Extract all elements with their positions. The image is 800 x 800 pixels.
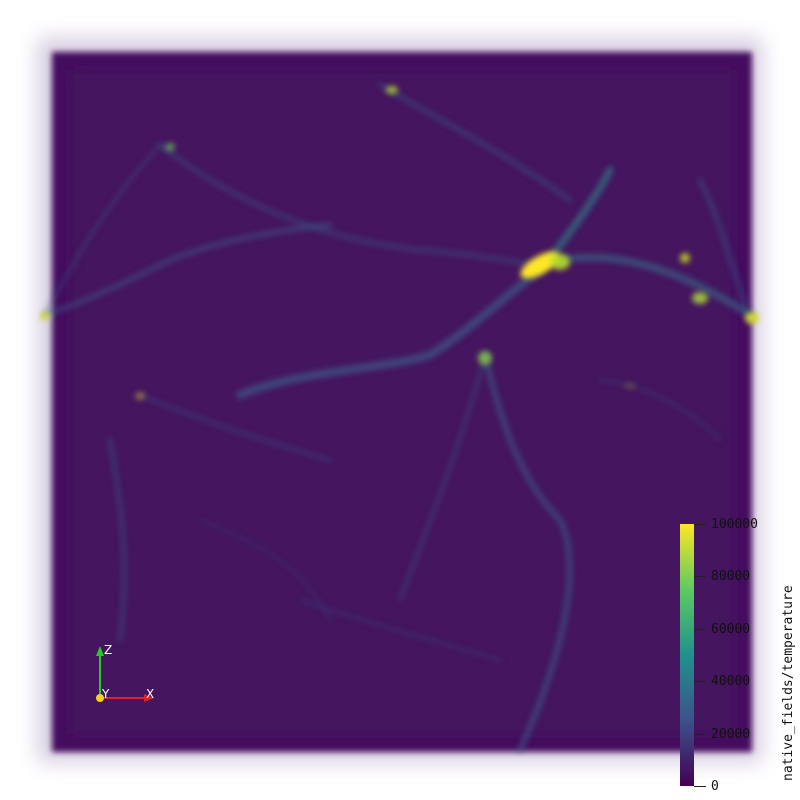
colorbar-tick-mark xyxy=(694,681,706,683)
volume-inner xyxy=(70,70,734,734)
colorbar-tick-label: 80000 xyxy=(711,569,751,585)
colorbar-tick-label: 100000 xyxy=(711,517,758,532)
colorbar-tick-label: 20000 xyxy=(711,726,751,742)
x-axis-label: X xyxy=(146,687,154,701)
hot-spots xyxy=(40,86,759,400)
filaments xyxy=(42,82,754,753)
x-axis-arrow xyxy=(144,694,154,702)
colorbar-tick-label: 0 xyxy=(711,779,719,794)
colorbar-tick-mark xyxy=(694,576,706,578)
colorbar-tick-label: 40000 xyxy=(711,674,751,690)
colorbar-tick-label: 60000 xyxy=(711,621,751,637)
z-axis-label: Z xyxy=(104,643,112,657)
orientation-axes[interactable]: Z Y X xyxy=(90,640,170,710)
colorbar-gradient xyxy=(680,524,694,786)
y-axis-label: Y xyxy=(101,687,110,701)
z-axis-arrow xyxy=(96,646,104,656)
colorbar-tick-mark xyxy=(694,786,706,787)
colorbar-tick-mark xyxy=(694,733,706,735)
colorbar-tick-mark xyxy=(694,628,706,630)
colorbar-tick-mark xyxy=(694,524,706,525)
colorbar-title: native_fields/temperature xyxy=(781,585,796,781)
y-axis-marker xyxy=(96,694,104,702)
